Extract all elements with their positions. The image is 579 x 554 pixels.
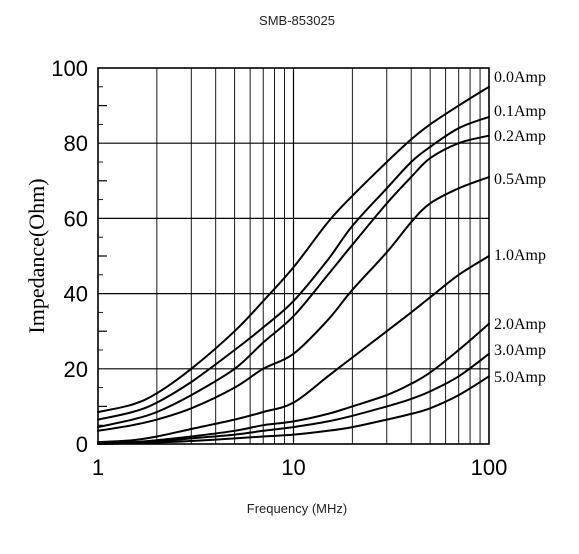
y-tick-label: 20 xyxy=(64,357,88,382)
y-tick-label: 100 xyxy=(51,56,88,81)
legend-label-0.2Amp: 0.2Amp xyxy=(494,128,546,145)
chart-title: SMB-853025 xyxy=(259,13,335,28)
y-tick-labels: 0 20 40 60 80 100 xyxy=(51,56,88,457)
legend: 0.0Amp 0.1Amp 0.2Amp 0.5Amp 1.0Amp 2.0Amp 3.0A… xyxy=(494,69,546,386)
legend-label-0.5Amp: 0.5Amp xyxy=(494,171,546,188)
legend-label-1.0Amp: 1.0Amp xyxy=(494,247,546,264)
series-line-0.2Amp xyxy=(97,134,490,429)
curves xyxy=(97,85,490,445)
series-line-1.0Amp xyxy=(97,255,490,444)
y-tick-label: 80 xyxy=(64,131,88,156)
y-tick-label: 60 xyxy=(64,206,88,231)
legend-label-0.1Amp: 0.1Amp xyxy=(494,103,546,120)
series-line-0.0Amp xyxy=(97,85,490,413)
y-tick-label: 40 xyxy=(64,282,88,307)
grid xyxy=(98,68,489,444)
plot-frame xyxy=(97,67,490,445)
x-tick-label: 100 xyxy=(471,455,508,480)
x-tick-label: 1 xyxy=(92,455,104,480)
series-line-0.1Amp xyxy=(97,115,490,421)
legend-label-0.0Amp: 0.0Amp xyxy=(494,69,546,86)
series-line-5.0Amp xyxy=(97,375,490,445)
legend-label-5.0Amp: 5.0Amp xyxy=(494,369,546,386)
y-tick-label: 0 xyxy=(76,432,88,457)
x-tick-label: 10 xyxy=(281,455,305,480)
x-tick-labels: 1 10 100 xyxy=(92,455,507,480)
y-axis-label: Impedance(Ohm) xyxy=(24,178,49,333)
x-axis-label: Frequency (MHz) xyxy=(247,501,347,516)
series-line-0.5Amp xyxy=(97,176,490,432)
legend-label-3.0Amp: 3.0Amp xyxy=(494,342,546,359)
series-line-2.0Amp xyxy=(97,322,490,445)
legend-label-2.0Amp: 2.0Amp xyxy=(494,316,546,333)
